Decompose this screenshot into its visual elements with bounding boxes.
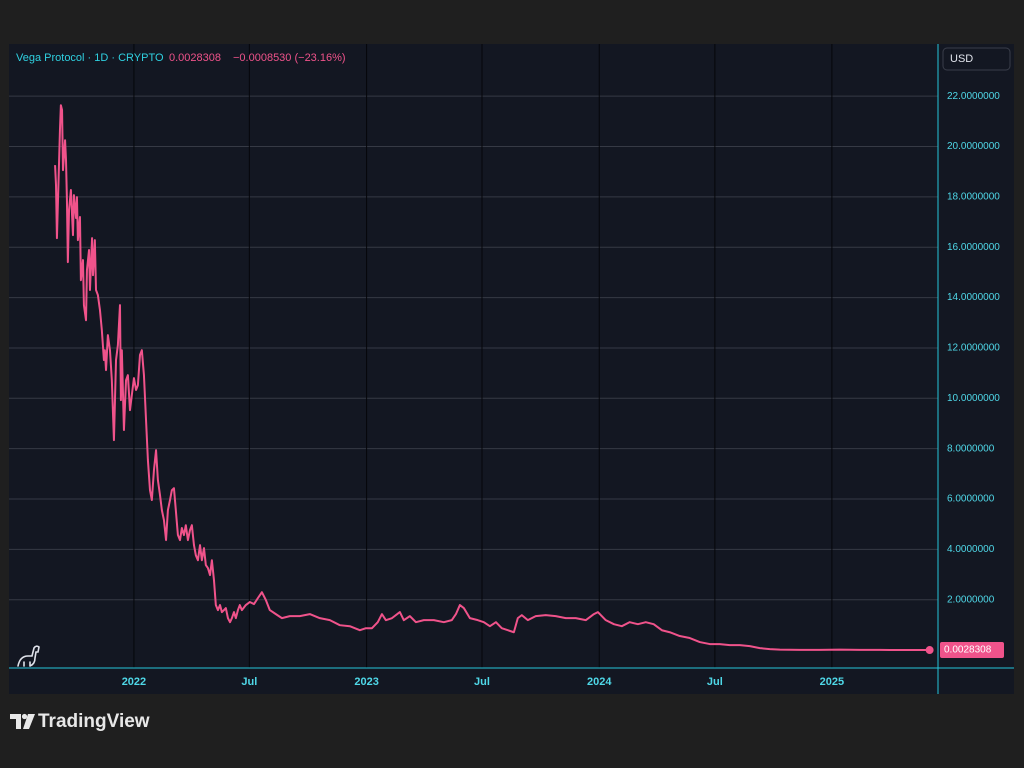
y-tick-label: 16.0000000 — [947, 242, 1000, 253]
x-tick-label: 2024 — [587, 676, 612, 688]
y-tick-label: 6.0000000 — [947, 494, 995, 505]
y-tick-label: 10.0000000 — [947, 393, 1000, 404]
dino-icon — [17, 645, 40, 667]
chart-title: Vega Protocol · 1D · CRYPTO — [16, 52, 164, 64]
y-tick-label: 20.0000000 — [947, 141, 1000, 152]
x-tick-label: Jul — [474, 676, 490, 688]
y-tick-label: 12.0000000 — [947, 343, 1000, 354]
price-line — [54, 104, 930, 652]
tv-logo — [10, 713, 35, 729]
watermark: TradingView — [38, 711, 150, 732]
grid — [9, 44, 938, 668]
header-price: 0.0028308 — [169, 52, 221, 64]
plot — [54, 104, 934, 655]
y-tick-label: 2.0000000 — [947, 594, 995, 605]
y-tick-label: 8.0000000 — [947, 443, 995, 454]
x-tick-label: 2025 — [820, 676, 844, 688]
x-tick-label: Jul — [707, 676, 723, 688]
y-tick-label: 14.0000000 — [947, 292, 1000, 303]
y-tick-label: 18.0000000 — [947, 191, 1000, 202]
price-label-box — [940, 642, 1004, 659]
y-tick-label: 4.0000000 — [947, 544, 995, 555]
x-tick-label: Jul — [241, 676, 257, 688]
last-point — [925, 646, 934, 655]
price-label: 0.0028308 — [944, 645, 992, 656]
x-tick-label: 2022 — [122, 676, 146, 688]
chart-panel — [9, 44, 1014, 694]
y-tick-label: 22.0000000 — [947, 91, 1000, 102]
currency-label[interactable]: USD — [950, 53, 973, 65]
x-tick-label: 2023 — [354, 676, 378, 688]
currency-button[interactable] — [942, 47, 1011, 71]
header-change: −0.0008530 (−23.16%) — [233, 52, 346, 64]
